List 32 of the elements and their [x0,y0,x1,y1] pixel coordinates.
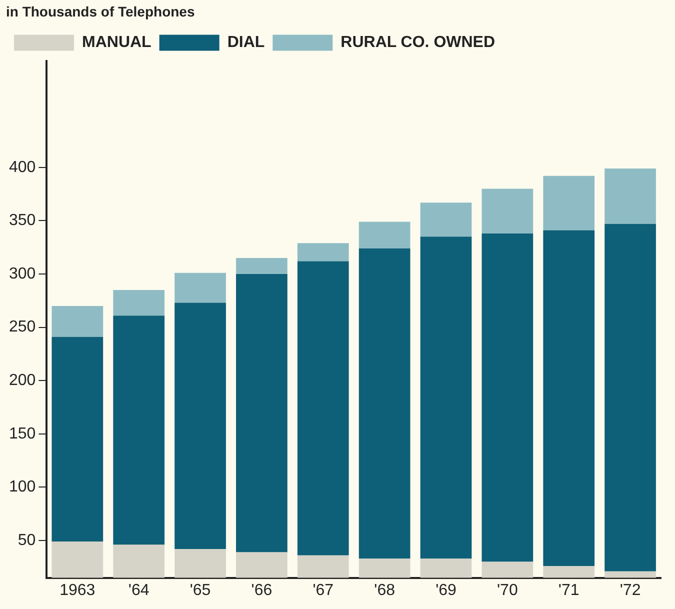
y-tick-label: 250 [8,318,36,336]
legend-label: MANUAL [82,34,152,52]
y-tick-label: 200 [8,372,36,389]
x-tick-label: '66 [251,582,272,599]
x-tick-label: '64 [128,582,150,599]
bar [174,272,226,303]
x-tick-label: '67 [312,582,334,599]
y-tick-label: 400 [8,158,36,176]
x-tick-label: '70 [496,582,518,599]
y-tick-label: 300 [8,265,36,282]
bar [543,176,595,230]
y-tick-label: 50 [18,532,36,549]
bar [420,202,472,237]
y-tick-label: 150 [8,425,36,442]
chart-title: in Thousands of Telephones [6,3,195,20]
bar [113,290,165,316]
x-tick-label: '68 [374,582,396,599]
y-tick-label: 100 [8,478,36,496]
bar [297,243,349,262]
bar [482,188,534,234]
bar [604,168,656,224]
x-tick-label: '65 [190,582,211,599]
bar [358,222,410,248]
legend-label: DIAL [227,34,265,52]
bar [236,258,288,274]
x-tick-label: '71 [558,582,580,599]
x-tick-label: '72 [620,582,641,599]
legend-label: RURAL CO. OWNED [340,34,496,52]
x-tick-label: 1963 [60,582,96,599]
y-tick-label: 350 [8,212,36,230]
bar [52,306,104,337]
x-tick-label: '69 [436,582,457,599]
